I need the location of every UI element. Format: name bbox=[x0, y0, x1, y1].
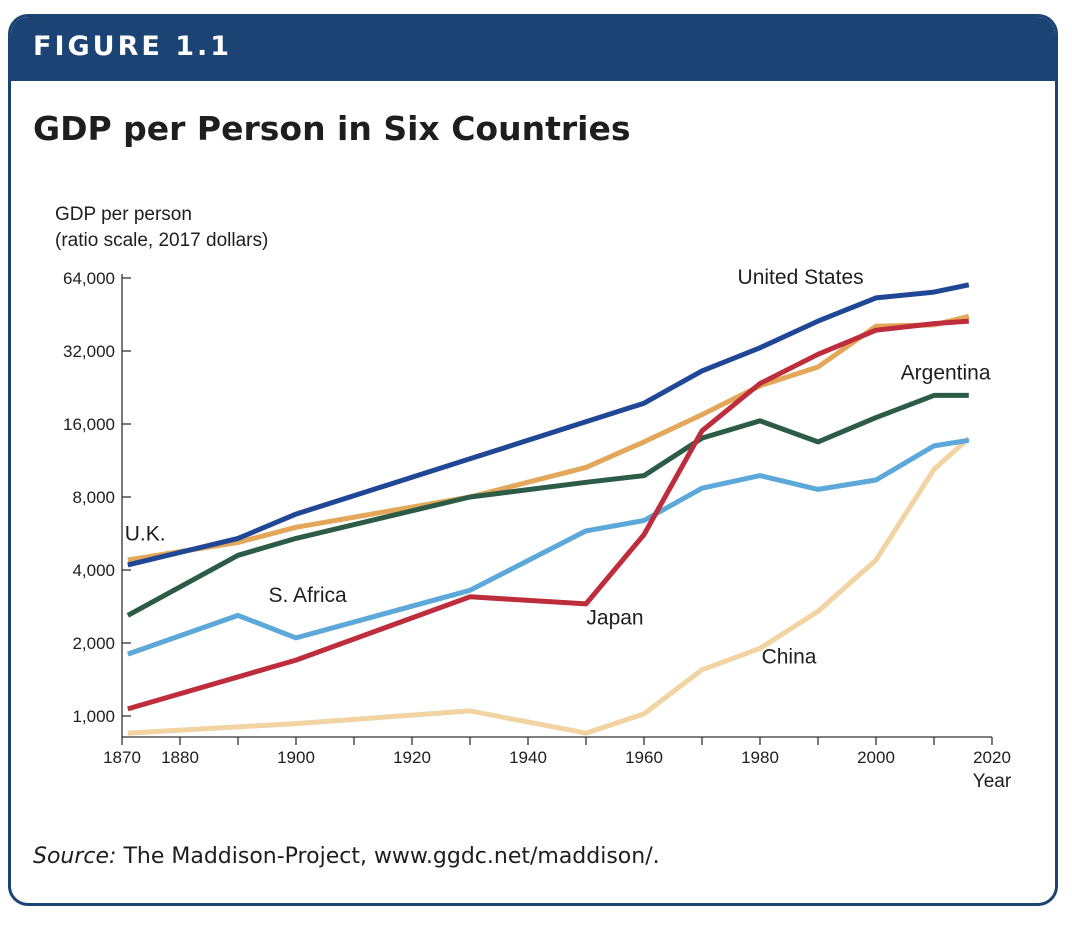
series-line-japan bbox=[127, 318, 969, 712]
series-line-argentina bbox=[126, 392, 969, 618]
source-label: Source: bbox=[33, 844, 117, 869]
series-label-argentina: Argentina bbox=[901, 362, 991, 385]
x-axis-label: Year bbox=[973, 771, 1012, 792]
figure-card: FIGURE 1.1 GDP per Person in Six Countri… bbox=[8, 14, 1058, 906]
x-tick-label: 1960 bbox=[625, 748, 663, 767]
figure-title: GDP per Person in Six Countries bbox=[33, 109, 631, 148]
figure-label: FIGURE 1.1 bbox=[33, 31, 233, 62]
y-tick-label: 1,000 bbox=[72, 707, 115, 726]
y-tick-label: 64,000 bbox=[63, 269, 115, 288]
y-tick-label: 16,000 bbox=[63, 415, 115, 434]
x-tick-label: 1980 bbox=[741, 748, 779, 767]
x-tick-label: 1900 bbox=[277, 748, 315, 767]
series-line-u-k bbox=[127, 313, 970, 563]
y-axis-label: (ratio scale, 2017 dollars) bbox=[55, 230, 268, 251]
figure-header: FIGURE 1.1 bbox=[11, 17, 1055, 81]
series-label-united-states: United States bbox=[738, 266, 864, 289]
source-note: Source: The Maddison-Project, www.ggdc.n… bbox=[33, 844, 660, 869]
y-tick-label: 32,000 bbox=[63, 342, 115, 361]
chart-annotations: United States U.K. Argentina S. Africa Japan… bbox=[125, 266, 991, 668]
y-tick-label: 2,000 bbox=[72, 634, 115, 653]
x-tick-label: 1940 bbox=[509, 748, 547, 767]
x-tick-label: 1880 bbox=[161, 748, 199, 767]
series-label-japan: Japan bbox=[586, 607, 643, 630]
chart-axes: GDP per person (ratio scale, 2017 dollars… bbox=[55, 204, 1012, 792]
series-line-china bbox=[127, 436, 971, 736]
y-axis-label: GDP per person bbox=[55, 204, 192, 225]
y-tick-label: 4,000 bbox=[72, 561, 115, 580]
series-line-united-states bbox=[127, 282, 970, 568]
source-text: The Maddison-Project, www.ggdc.net/maddi… bbox=[116, 844, 660, 869]
series-label-china: China bbox=[762, 645, 817, 668]
gdp-line-chart: GDP per person (ratio scale, 2017 dollars… bbox=[55, 204, 1012, 792]
series-line-s-africa bbox=[126, 437, 970, 657]
chart-series bbox=[126, 282, 971, 736]
series-label-s-africa: S. Africa bbox=[268, 584, 347, 607]
x-tick-label: 2000 bbox=[857, 748, 895, 767]
series-label-u-k: U.K. bbox=[125, 522, 166, 545]
x-tick-label: 1870 bbox=[103, 748, 141, 767]
y-tick-label: 8,000 bbox=[72, 488, 115, 507]
x-tick-label: 2020 bbox=[973, 748, 1011, 767]
x-tick-label: 1920 bbox=[393, 748, 431, 767]
